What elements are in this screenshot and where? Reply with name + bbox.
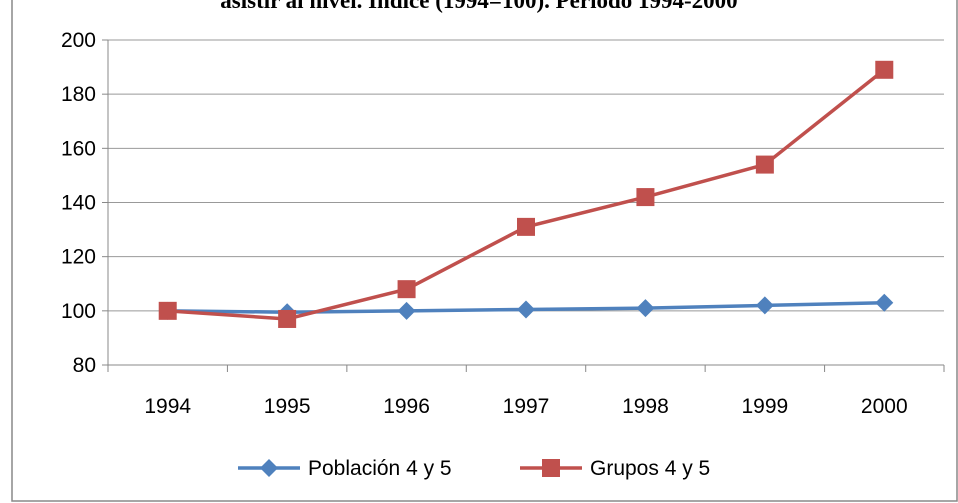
marker xyxy=(755,155,774,174)
y-tick-label: 100 xyxy=(61,300,96,323)
x-tick-label: 1999 xyxy=(741,395,788,418)
marker xyxy=(517,217,535,236)
marker xyxy=(636,188,655,207)
chart-title: asistir al nivel. Índice (1994=100). Per… xyxy=(220,0,737,13)
marker xyxy=(397,280,416,299)
chart-border xyxy=(11,0,958,502)
x-tick-label: 1994 xyxy=(144,395,191,418)
marker xyxy=(397,301,416,320)
y-tick-label: 140 xyxy=(61,192,96,215)
y-tick-label: 180 xyxy=(61,83,96,106)
marker xyxy=(755,296,774,315)
x-tick-label: 2000 xyxy=(861,395,908,418)
y-tick-label: 200 xyxy=(61,29,96,52)
marker xyxy=(636,299,655,318)
x-tick-label: 1998 xyxy=(622,395,669,418)
marker xyxy=(875,293,894,312)
legend-label: Grupos 4 y 5 xyxy=(590,457,710,480)
legend-label: Población 4 y 5 xyxy=(308,457,452,480)
y-tick-label: 80 xyxy=(73,354,96,377)
marker xyxy=(517,300,535,319)
marker xyxy=(278,309,297,328)
marker xyxy=(158,301,177,320)
x-tick-label: 1996 xyxy=(383,395,430,418)
legend-marker xyxy=(260,459,278,477)
y-tick-label: 120 xyxy=(61,246,96,269)
marker xyxy=(875,60,894,79)
legend-marker xyxy=(542,459,560,477)
x-tick-label: 1995 xyxy=(264,395,311,418)
x-tick-label: 1997 xyxy=(503,395,550,418)
y-tick-label: 160 xyxy=(61,137,96,160)
